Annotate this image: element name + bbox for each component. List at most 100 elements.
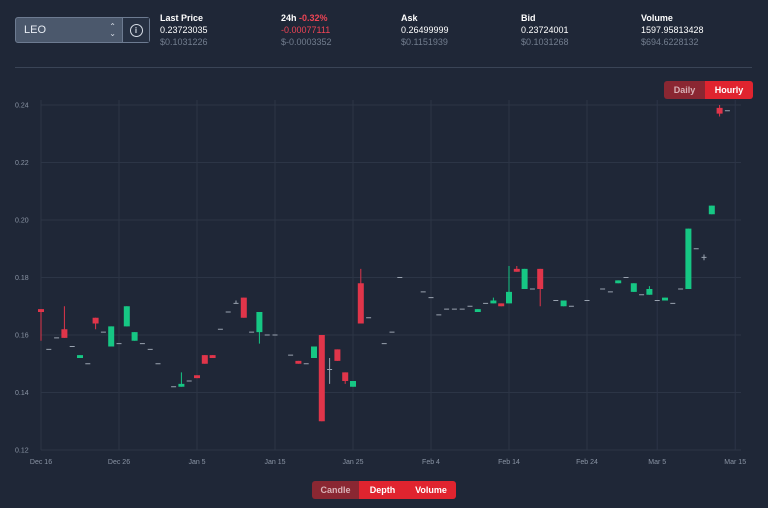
candle-body — [54, 337, 60, 339]
stat-usd-value: $0.1151939 — [401, 37, 448, 47]
candle — [584, 300, 590, 301]
candle — [155, 363, 161, 365]
candle-body — [701, 256, 707, 258]
candle — [233, 300, 239, 304]
candle — [724, 110, 730, 112]
stat-value: -0.00077111 — [281, 25, 331, 35]
candle-body — [155, 363, 161, 365]
info-button[interactable]: i — [122, 18, 149, 42]
candle-body — [264, 334, 270, 336]
candle-body — [288, 354, 294, 356]
pair-select-value-box[interactable]: LEO ⌃ ⌄ — [16, 18, 122, 42]
stat-value: 0.23723035 — [160, 25, 208, 35]
candle — [186, 380, 192, 382]
x-tick-label: Feb 24 — [576, 459, 598, 466]
candle — [178, 372, 185, 387]
candle — [459, 308, 465, 310]
pair-select[interactable]: LEO ⌃ ⌄ i — [15, 17, 150, 43]
candle-body — [38, 309, 44, 312]
candle — [529, 288, 535, 290]
candle — [85, 363, 91, 365]
candle-body — [139, 343, 145, 345]
stat-ask: Ask 0.26499999 $0.1151939 — [401, 12, 449, 48]
candle — [389, 331, 395, 333]
candle-body — [108, 326, 115, 347]
candle — [513, 266, 520, 272]
candle — [100, 331, 106, 333]
x-tick-label: Dec 16 — [30, 459, 52, 466]
candlestick-chart[interactable]: 0.12 0.14 0.16 0.18 0.20 0.22 0.24 Dec 16 Dec 26… — [0, 95, 768, 475]
candle — [521, 268, 528, 289]
candle-body — [217, 328, 223, 330]
candle-body — [600, 288, 606, 290]
candle — [256, 312, 263, 344]
candle — [654, 300, 660, 301]
x-tick-label: Mar 5 — [648, 459, 666, 466]
candle-body — [225, 311, 231, 313]
candle — [225, 311, 231, 313]
candle-body — [553, 300, 559, 301]
candle-body — [498, 303, 505, 307]
candle — [708, 205, 715, 215]
candle-body — [397, 277, 403, 278]
candle-body — [428, 297, 434, 299]
daily-button[interactable]: Daily — [664, 81, 705, 99]
candle-body — [201, 355, 208, 364]
candle-body — [256, 312, 263, 333]
x-tick-label: Feb 14 — [498, 459, 520, 466]
candle-body — [233, 302, 239, 304]
candle-body — [327, 369, 333, 370]
candle-body — [318, 335, 325, 422]
stat-value: 0.26499999 — [401, 25, 449, 35]
candle — [357, 268, 364, 324]
depth-button[interactable]: Depth — [359, 481, 406, 499]
candle-body — [389, 331, 395, 333]
candle — [171, 386, 177, 388]
candle — [334, 349, 341, 361]
candle-body — [483, 302, 489, 304]
candle — [92, 317, 99, 330]
candle — [311, 346, 317, 358]
y-tick-label: 0.24 — [15, 103, 29, 110]
hourly-button[interactable]: Hourly — [705, 81, 753, 99]
y-tick-label: 0.18 — [15, 275, 29, 282]
info-icon: i — [129, 23, 143, 37]
candle — [678, 288, 684, 290]
candle — [69, 346, 75, 347]
candle-body — [506, 291, 512, 304]
x-tick-label: Dec 26 — [108, 459, 130, 466]
y-tick-label: 0.22 — [15, 160, 29, 167]
candle — [108, 326, 115, 347]
candle — [209, 355, 216, 358]
candle-body — [100, 331, 106, 333]
candle — [38, 309, 44, 341]
candle-button[interactable]: Candle — [312, 481, 359, 499]
stat-usd-value: $694.6228132 — [641, 37, 699, 47]
candle — [623, 277, 629, 278]
candle-body — [186, 380, 192, 382]
candle-body — [467, 305, 473, 307]
candle-body — [444, 308, 450, 310]
candle — [716, 105, 723, 117]
stat-label-row: 24h -0.32% — [281, 12, 332, 24]
candle-body — [46, 348, 52, 350]
candle-body — [490, 300, 497, 304]
stat-change-percent: -0.32% — [299, 13, 328, 23]
candle-body — [357, 283, 364, 324]
stat-value: 0.23724001 — [521, 25, 569, 35]
stat-label: Last Price — [160, 13, 204, 23]
candle — [685, 228, 692, 289]
candle — [397, 277, 403, 278]
stat-label: 24h — [281, 13, 297, 23]
candle — [701, 254, 707, 261]
volume-button[interactable]: Volume — [406, 481, 456, 499]
candle — [498, 303, 505, 307]
chart-view-toggle: Candle Depth Volume — [312, 481, 456, 499]
candle — [54, 337, 60, 339]
candle — [201, 355, 208, 364]
candle-body — [366, 317, 372, 319]
candle-body — [249, 331, 255, 333]
candle — [381, 343, 387, 345]
candle-body — [311, 346, 317, 358]
candle-body — [693, 248, 699, 250]
